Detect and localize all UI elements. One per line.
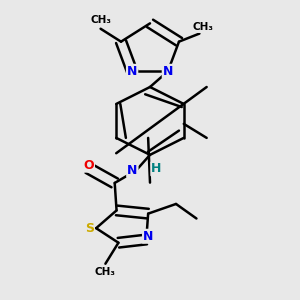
Text: CH₃: CH₃ xyxy=(95,267,116,277)
Text: N: N xyxy=(127,164,137,177)
Text: O: O xyxy=(83,159,94,172)
Text: CH₃: CH₃ xyxy=(193,22,214,32)
Text: CH₃: CH₃ xyxy=(90,15,111,25)
Text: N: N xyxy=(127,65,137,78)
Text: N: N xyxy=(143,230,153,243)
Text: N: N xyxy=(163,65,173,78)
Text: S: S xyxy=(85,222,94,235)
Text: H: H xyxy=(151,162,162,176)
